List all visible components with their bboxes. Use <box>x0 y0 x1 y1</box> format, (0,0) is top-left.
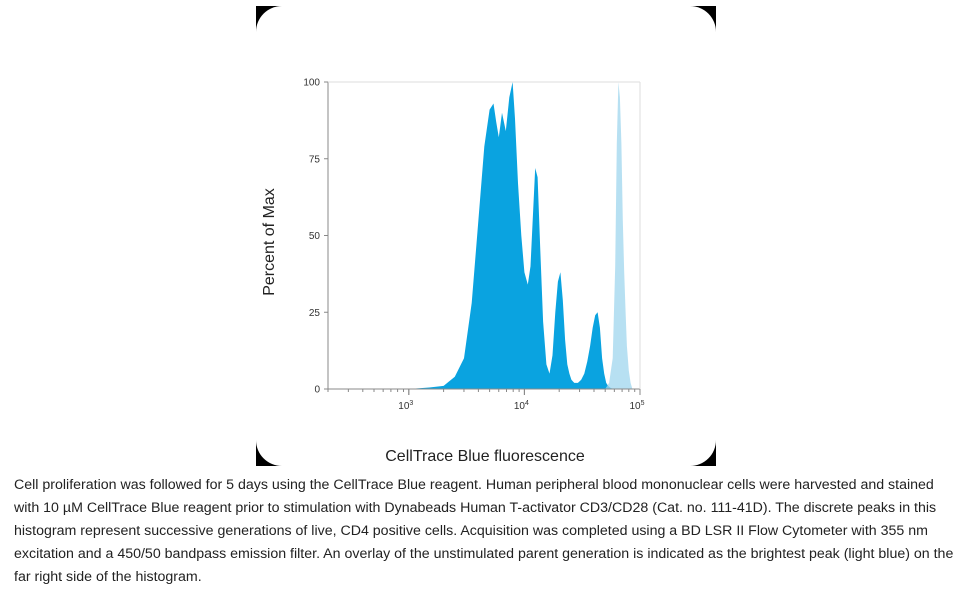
histogram-chart: 0 25 50 75 100 103 104 105 Percent of Max CellT… <box>261 78 645 466</box>
figure-panel: 0 25 50 75 100 103 104 105 Percent of Max CellT… <box>256 6 716 466</box>
x-axis-title: CellTrace Blue fluorescence <box>385 448 585 465</box>
series-stimulated-area <box>408 82 619 389</box>
y-tick-label: 100 <box>303 78 320 89</box>
x-tick-label: 103 <box>398 400 413 412</box>
y-tick-label: 0 <box>314 385 320 396</box>
axes-layer: 0 25 50 75 100 103 104 105 <box>303 78 644 413</box>
y-tick-label: 25 <box>309 308 321 319</box>
x-tick-label: 104 <box>514 400 529 412</box>
y-axis-title: Percent of Max <box>261 188 278 296</box>
y-tick-label: 50 <box>309 231 321 242</box>
x-tick-label: 105 <box>629 400 644 412</box>
chart-card: 0 25 50 75 100 103 104 105 Percent of Max CellT… <box>256 6 716 466</box>
series-unstimulated-parent-area <box>605 82 633 389</box>
series-layer <box>408 82 633 389</box>
figure-caption: Cell proliferation was followed for 5 da… <box>14 477 954 585</box>
y-tick-label: 75 <box>309 154 321 165</box>
